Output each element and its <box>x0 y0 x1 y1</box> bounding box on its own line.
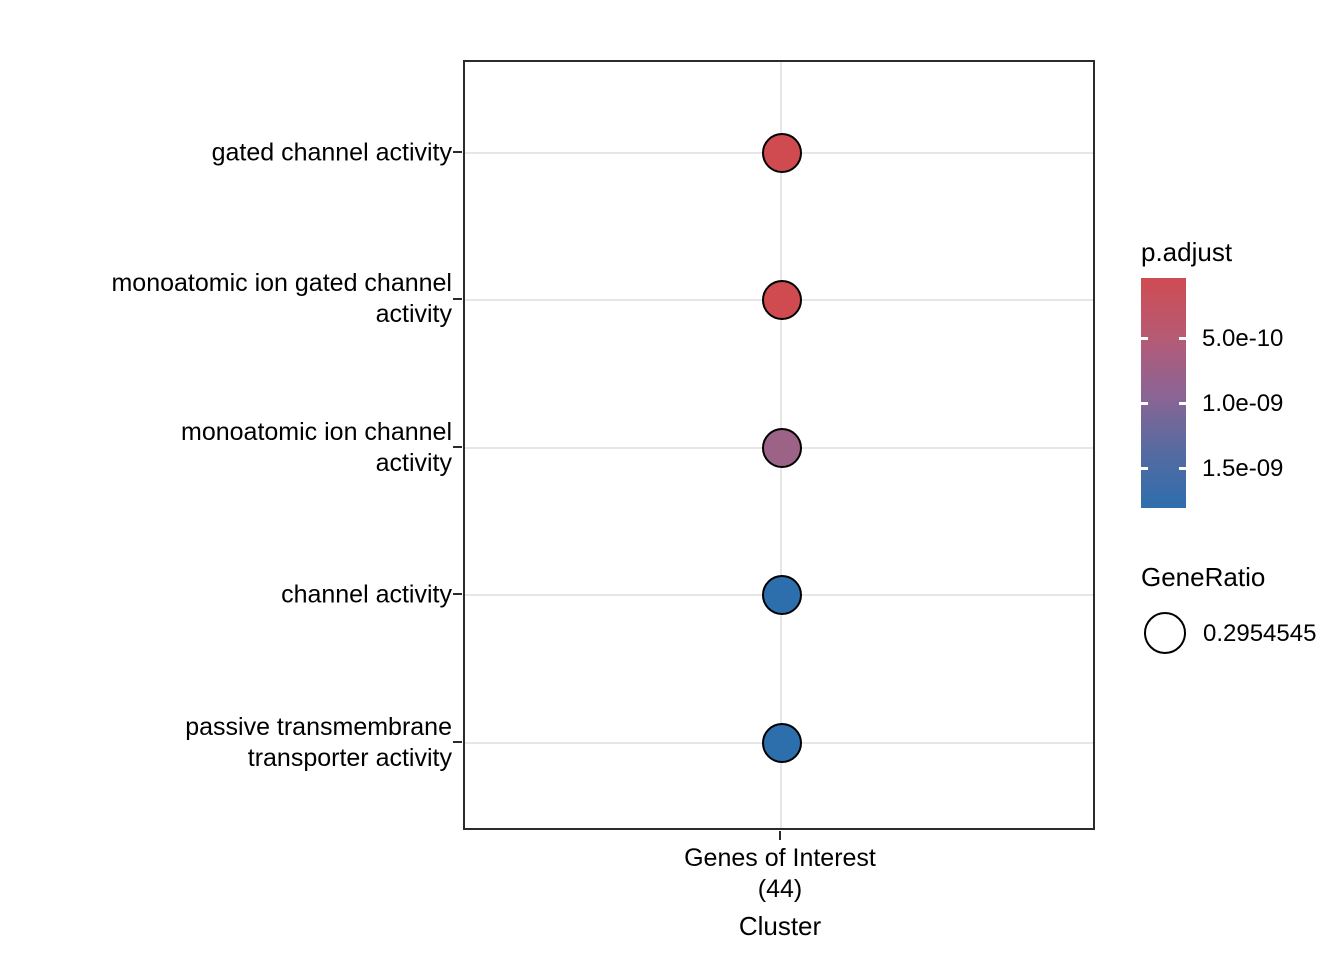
x-axis-tick <box>779 831 781 840</box>
data-point-monoatomic-ion-channel-activity <box>762 428 802 468</box>
colorbar-tick-label: 1.5e-09 <box>1202 455 1284 482</box>
colorbar-tick <box>1141 337 1148 340</box>
generatio-legend-circle-icon <box>1144 612 1186 654</box>
y-axis-label: monoatomic ion gated channel activity <box>111 269 452 328</box>
y-axis-label: channel activity <box>281 580 452 609</box>
colorbar-tick <box>1179 402 1186 405</box>
plot-panel <box>463 60 1095 830</box>
padjust-colorbar <box>1141 278 1186 508</box>
x-axis-title: Cluster <box>738 911 822 941</box>
x-axis-tick-label: Genes of Interest (44) <box>684 844 876 903</box>
y-axis-tick <box>453 298 462 300</box>
y-axis-label: passive transmembrane transporter activi… <box>185 713 452 772</box>
colorbar-tick-label: 5.0e-10 <box>1202 325 1284 352</box>
colorbar-tick <box>1179 467 1186 470</box>
colorbar-tick <box>1141 467 1148 470</box>
generatio-legend-label: 0.2954545 <box>1203 620 1317 647</box>
y-axis-tick <box>453 741 462 743</box>
y-axis-tick <box>453 446 462 448</box>
data-point-channel-activity <box>762 575 802 615</box>
y-axis-tick <box>453 151 462 153</box>
y-axis-label: monoatomic ion channel activity <box>181 418 452 477</box>
colorbar-tick <box>1141 402 1148 405</box>
colorbar-tick-label: 1.0e-09 <box>1202 390 1284 417</box>
padjust-legend-title: p.adjust <box>1141 237 1233 267</box>
data-point-monoatomic-ion-gated-channel-activity <box>762 280 802 320</box>
y-axis-label: gated channel activity <box>211 138 452 167</box>
generatio-legend-title: GeneRatio <box>1141 562 1266 592</box>
colorbar-tick <box>1179 337 1186 340</box>
y-axis-tick <box>453 593 462 595</box>
data-point-passive-transmembrane-transporter-activity <box>762 723 802 763</box>
data-point-gated-channel-activity <box>762 133 802 173</box>
